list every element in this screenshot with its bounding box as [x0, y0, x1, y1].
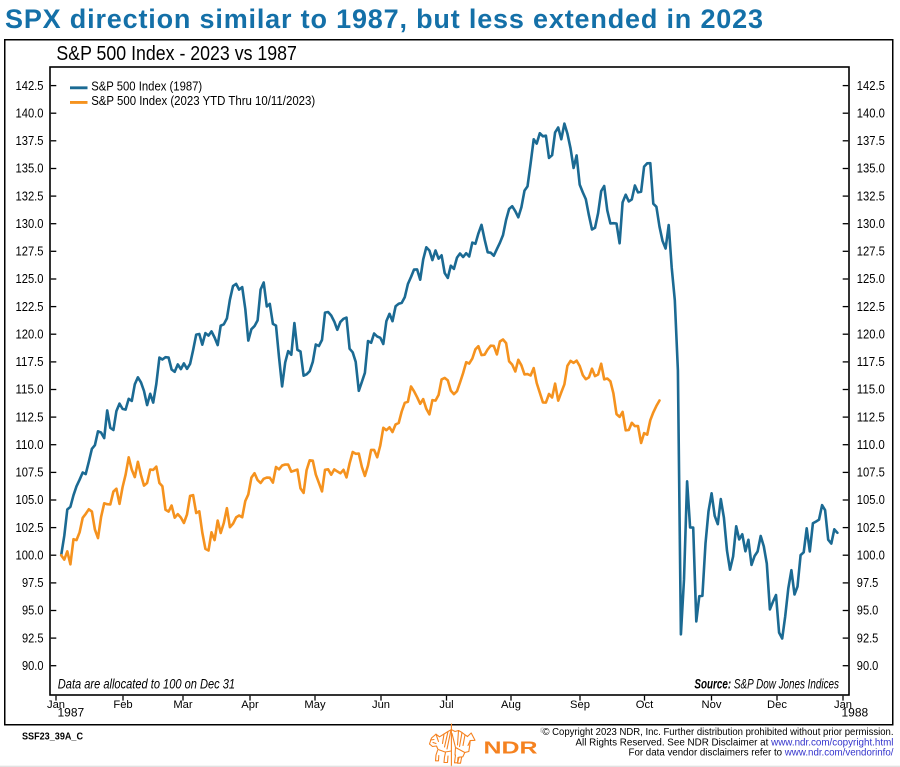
svg-text:Mar: Mar [173, 699, 193, 711]
svg-text:95.0: 95.0 [22, 604, 44, 618]
svg-text:92.5: 92.5 [857, 631, 879, 645]
svg-text:90.0: 90.0 [22, 659, 44, 673]
svg-text:For data vendor disclaimers re: For data vendor disclaimers refer to www… [629, 748, 894, 759]
svg-text:135.0: 135.0 [16, 162, 44, 176]
svg-text:Jan: Jan [834, 699, 852, 711]
svg-text:100.0: 100.0 [857, 548, 885, 562]
svg-text:107.5: 107.5 [857, 466, 885, 480]
svg-text:140.0: 140.0 [857, 106, 885, 120]
svg-text:Aug: Aug [501, 699, 521, 711]
svg-text:137.5: 137.5 [857, 134, 885, 148]
svg-text:112.5: 112.5 [857, 410, 885, 424]
svg-text:125.0: 125.0 [857, 272, 885, 286]
svg-text:127.5: 127.5 [16, 245, 44, 259]
svg-text:105.0: 105.0 [857, 493, 885, 507]
svg-text:100.0: 100.0 [16, 548, 44, 562]
svg-text:130.0: 130.0 [857, 217, 885, 231]
svg-text:95.0: 95.0 [857, 604, 879, 618]
svg-text:SPX direction similar to 1987,: SPX direction similar to 1987, but less … [5, 4, 763, 34]
svg-text:107.5: 107.5 [16, 466, 44, 480]
svg-text:© Copyright 2023 NDR, Inc. Fur: © Copyright 2023 NDR, Inc. Further distr… [543, 727, 894, 738]
svg-text:122.5: 122.5 [857, 300, 885, 314]
svg-text:102.5: 102.5 [16, 521, 44, 535]
svg-text:All Rights Reserved. See NDR D: All Rights Reserved. See NDR Disclaimer … [576, 737, 894, 748]
svg-text:132.5: 132.5 [857, 189, 885, 203]
svg-text:140.0: 140.0 [16, 106, 44, 120]
svg-text:1987: 1987 [58, 706, 85, 720]
svg-text:135.0: 135.0 [857, 162, 885, 176]
svg-text:120.0: 120.0 [16, 327, 44, 341]
svg-text:S&P 500 Index (1987): S&P 500 Index (1987) [91, 78, 202, 93]
svg-text:97.5: 97.5 [857, 576, 879, 590]
svg-text:97.5: 97.5 [22, 576, 44, 590]
svg-text:1988: 1988 [842, 706, 869, 720]
svg-text:130.0: 130.0 [16, 217, 44, 231]
svg-text:120.0: 120.0 [857, 327, 885, 341]
svg-text:S&P 500 Index - 2023 vs 1987: S&P 500 Index - 2023 vs 1987 [56, 42, 297, 65]
svg-text:110.0: 110.0 [16, 438, 44, 452]
svg-text:132.5: 132.5 [16, 189, 44, 203]
svg-text:142.5: 142.5 [16, 79, 44, 93]
svg-text:112.5: 112.5 [16, 410, 44, 424]
svg-text:142.5: 142.5 [857, 79, 885, 93]
svg-text:Feb: Feb [113, 699, 132, 711]
svg-text:115.0: 115.0 [16, 383, 44, 397]
svg-text:NDR: NDR [484, 738, 539, 758]
svg-text:Sep: Sep [570, 699, 590, 711]
svg-text:Jan: Jan [47, 699, 65, 711]
svg-text:125.0: 125.0 [16, 272, 44, 286]
svg-text:S&P 500 Index (2023 YTD Thru 1: S&P 500 Index (2023 YTD Thru 10/11/2023) [91, 93, 315, 108]
svg-text:Jul: Jul [439, 699, 453, 711]
svg-text:Oct: Oct [636, 699, 654, 711]
svg-text:Source: S&P Dow Jones Indices: Source: S&P Dow Jones Indices [694, 675, 839, 691]
svg-text:127.5: 127.5 [857, 245, 885, 259]
svg-text:SSF23_39A_C: SSF23_39A_C [22, 731, 83, 743]
svg-text:Apr: Apr [241, 699, 259, 711]
svg-text:Jun: Jun [372, 699, 390, 711]
svg-text:Nov: Nov [702, 699, 722, 711]
svg-text:137.5: 137.5 [16, 134, 44, 148]
svg-text:May: May [304, 699, 326, 711]
svg-text:117.5: 117.5 [857, 355, 885, 369]
svg-text:Data are allocated to 100 on D: Data are allocated to 100 on Dec 31 [58, 676, 235, 692]
svg-text:105.0: 105.0 [16, 493, 44, 507]
svg-text:92.5: 92.5 [22, 631, 44, 645]
svg-text:Dec: Dec [767, 699, 787, 711]
svg-text:110.0: 110.0 [857, 438, 885, 452]
svg-text:122.5: 122.5 [16, 300, 44, 314]
svg-text:117.5: 117.5 [16, 355, 44, 369]
svg-text:102.5: 102.5 [857, 521, 885, 535]
svg-text:®: ® [540, 727, 546, 735]
svg-text:90.0: 90.0 [857, 659, 879, 673]
svg-text:115.0: 115.0 [857, 383, 885, 397]
